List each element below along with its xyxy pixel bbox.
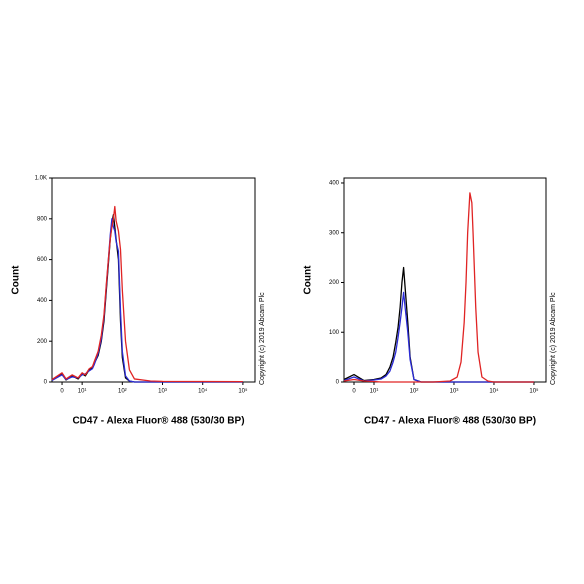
copyright: Copyright (c) 2019 Abcam Plc [259,292,266,385]
histogram-line [343,266,534,383]
y-tick-label: 400 [329,181,340,187]
copyright: Copyright (c) 2019 Abcam Plc [550,292,557,385]
plot-frame [343,177,547,383]
y-tick-label: 400 [37,298,48,304]
x-tick-label: 10² [410,389,419,395]
y-axis-label: Count [303,265,314,295]
histogram-line [51,218,243,383]
x-tick-label: 10⁴ [489,388,499,395]
y-axis-label: Count [11,265,22,295]
y-tick-label: 1.0K [35,176,47,182]
x-tick-label: 0 [60,389,64,395]
x-tick-label: 10² [118,389,127,395]
plot-frame [51,177,256,383]
y-tick-label: 200 [329,280,340,286]
x-tick-label: 10⁵ [238,388,248,395]
y-tick-label: 300 [329,230,340,236]
x-tick-label: 10³ [450,389,459,395]
x-tick-label: 10¹ [78,389,87,395]
y-tick-label: 100 [329,330,340,336]
y-tick-label: 0 [336,380,340,386]
histogram-line [51,214,243,383]
x-axis-label: CD47 - Alexa Fluor® 488 (530/30 BP) [364,416,536,427]
histogram-line [343,291,534,383]
y-tick-label: 200 [37,339,48,345]
x-axis-label: CD47 - Alexa Fluor® 488 (530/30 BP) [72,416,244,427]
x-tick-label: 10³ [158,389,167,395]
y-tick-label: 0 [44,380,48,386]
x-tick-label: 10⁵ [529,388,539,395]
histogram-line [51,205,243,383]
y-tick-label: 600 [37,257,48,263]
histogram-line [343,192,534,383]
x-tick-label: 10⁴ [198,388,208,395]
y-tick-label: 800 [37,216,48,222]
x-tick-label: 0 [352,389,356,395]
x-tick-label: 10¹ [370,389,379,395]
